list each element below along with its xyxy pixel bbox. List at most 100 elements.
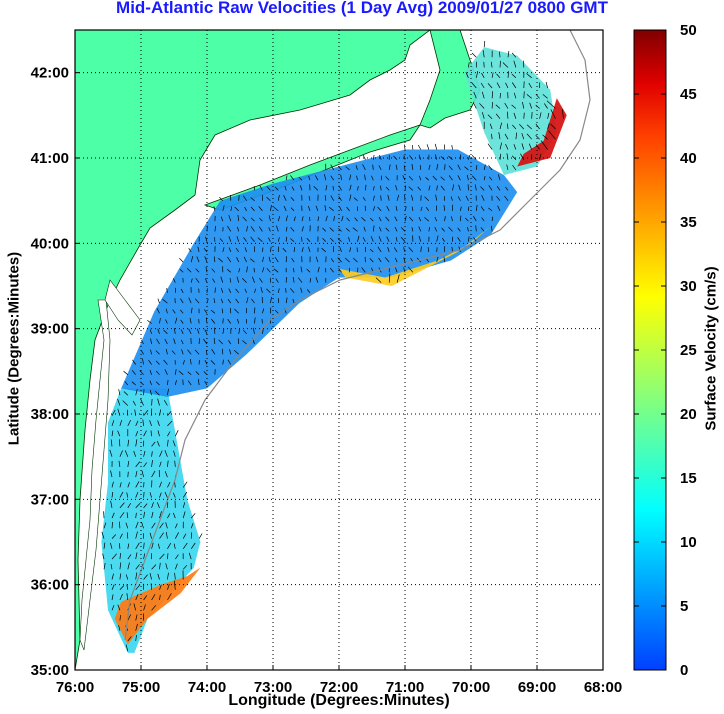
colorbar-tick-label: 15 <box>680 470 697 487</box>
velocity-region-new-england-shelf <box>464 47 557 176</box>
velocity-vector <box>174 430 179 437</box>
velocity-vector <box>345 166 350 171</box>
velocity-vector <box>188 248 192 253</box>
velocity-vector <box>346 206 350 212</box>
velocity-vector <box>250 217 255 222</box>
velocity-vector <box>386 206 390 212</box>
velocity-vector <box>513 60 517 68</box>
velocity-vector <box>246 297 249 304</box>
velocity-vector <box>196 256 200 263</box>
velocity-vector <box>163 359 168 365</box>
velocity-vector <box>156 308 160 314</box>
velocity-vector <box>384 257 390 263</box>
velocity-vector <box>491 133 493 140</box>
velocity-vector <box>118 439 121 447</box>
velocity-vector <box>203 371 208 375</box>
velocity-vector <box>103 522 107 529</box>
velocity-vector <box>174 572 176 580</box>
velocity-vector <box>180 339 184 345</box>
velocity-vector <box>306 237 311 242</box>
velocity-vector <box>377 206 382 212</box>
velocity-vector <box>277 216 281 222</box>
velocity-vector <box>436 163 439 170</box>
velocity-vector <box>203 338 208 345</box>
velocity-vector <box>371 175 374 181</box>
velocity-vector <box>441 227 445 232</box>
velocity-vector <box>535 144 540 150</box>
colorbar-tick-label: 5 <box>680 598 688 615</box>
velocity-vector <box>403 267 406 273</box>
velocity-vector <box>475 225 477 232</box>
velocity-vector <box>227 256 232 263</box>
velocity-vector <box>458 184 461 191</box>
velocity-vector <box>103 542 106 549</box>
velocity-vector <box>204 278 208 283</box>
velocity-vector <box>471 155 477 160</box>
velocity-vector <box>235 298 239 304</box>
velocity-vector <box>337 238 342 242</box>
velocity-vector <box>190 307 193 314</box>
velocity-vector <box>171 350 176 355</box>
velocity-vector <box>385 227 390 232</box>
velocity-vector <box>276 225 279 232</box>
velocity-vector <box>315 256 319 263</box>
velocity-vector <box>119 512 125 519</box>
velocity-vector <box>404 185 407 191</box>
velocity-vector <box>190 513 196 519</box>
velocity-vector <box>262 329 264 334</box>
velocity-vector <box>141 339 144 345</box>
velocity-vector <box>203 248 208 253</box>
velocity-vector <box>197 246 200 252</box>
velocity-vector <box>262 308 265 314</box>
velocity-vector <box>133 603 137 611</box>
velocity-vector <box>309 216 311 222</box>
velocity-vector <box>545 81 548 89</box>
velocity-vector <box>143 604 146 611</box>
velocity-vector <box>111 584 115 590</box>
velocity-vector <box>254 317 256 324</box>
velocity-vector <box>165 319 168 324</box>
velocity-vector <box>325 215 328 222</box>
velocity-vector <box>418 217 422 222</box>
velocity-vector <box>440 156 445 160</box>
velocity-vector <box>458 246 461 252</box>
velocity-vector <box>167 460 169 467</box>
velocity-vector <box>511 82 517 89</box>
velocity-vector <box>151 502 154 509</box>
y-tick-label: 37:00 <box>31 491 69 508</box>
chesapeake-bay <box>79 299 111 651</box>
velocity-vector <box>364 174 366 181</box>
colorbar-tick-label: 40 <box>680 150 697 167</box>
velocity-vector <box>277 194 280 201</box>
velocity-vector <box>403 257 406 263</box>
velocity-vector <box>496 186 501 191</box>
velocity-vector <box>194 349 200 355</box>
velocity-vector <box>497 174 501 181</box>
velocity-vector <box>340 174 342 181</box>
velocity-vector <box>180 319 184 324</box>
velocity-vector <box>285 297 288 304</box>
velocity-vector <box>111 534 117 539</box>
velocity-vector <box>417 186 422 191</box>
velocity-vector <box>529 102 533 109</box>
velocity-vector <box>135 572 138 580</box>
velocity-vector <box>404 216 407 222</box>
velocity-vector <box>228 288 232 293</box>
velocity-vector <box>408 175 414 181</box>
y-tick-label: 40:00 <box>31 235 69 252</box>
velocity-vector <box>220 298 224 304</box>
velocity-vector <box>275 278 279 283</box>
velocity-vector <box>151 605 157 611</box>
velocity-vector <box>135 542 140 549</box>
velocity-vector <box>419 175 422 181</box>
velocity-vector <box>156 502 160 509</box>
velocity-vector <box>135 614 138 621</box>
velocity-vector <box>119 562 122 570</box>
velocity-vector <box>292 276 295 283</box>
x-tick-label: 73:00 <box>254 679 292 696</box>
velocity-vector <box>119 450 123 457</box>
velocity-vector <box>378 216 382 222</box>
velocity-vector <box>400 236 406 242</box>
velocity-vector <box>345 227 350 232</box>
velocity-vector <box>372 225 375 232</box>
